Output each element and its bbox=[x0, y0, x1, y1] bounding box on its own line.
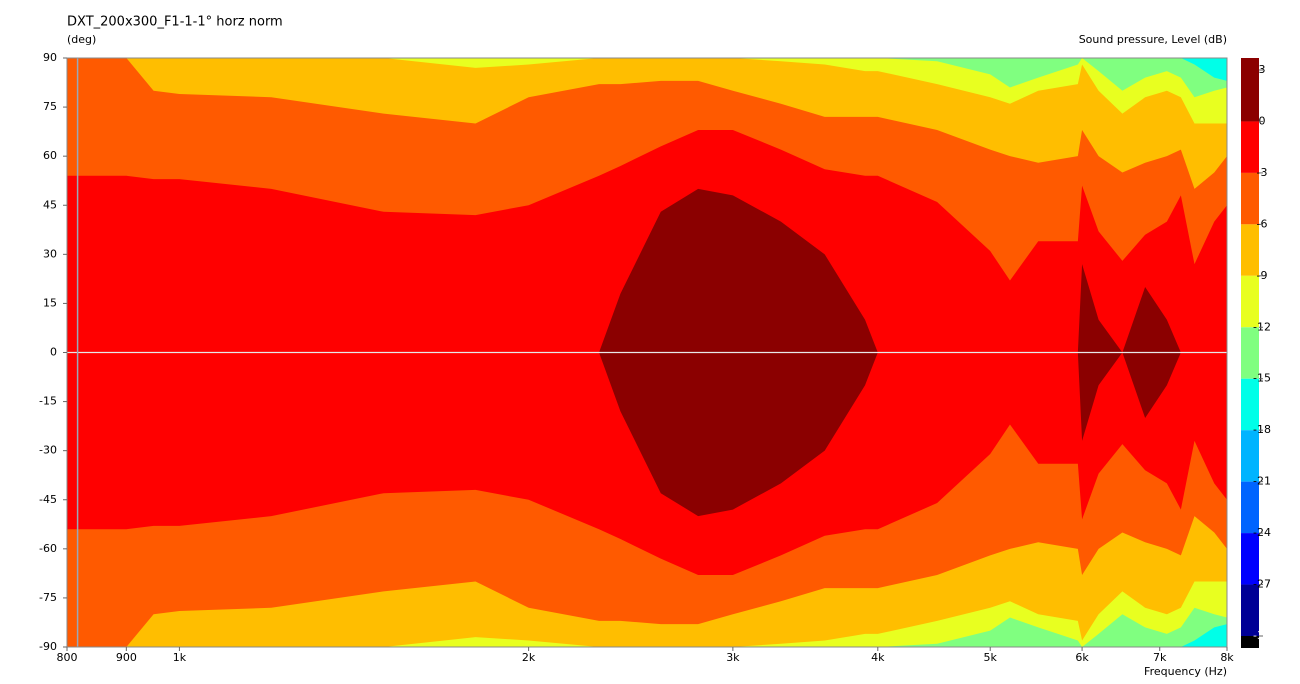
colorbar-swatch bbox=[1241, 275, 1259, 328]
x-tick-label: 5k bbox=[984, 651, 998, 664]
y-tick-label: 45 bbox=[43, 198, 57, 211]
colorbar-swatch bbox=[1241, 378, 1259, 431]
colorbar-cap bbox=[1241, 636, 1259, 648]
y-tick-label: 0 bbox=[50, 346, 57, 359]
colorbar-cap bbox=[1241, 58, 1259, 70]
y-tick-label: 30 bbox=[43, 247, 57, 260]
colorbar-swatch bbox=[1241, 327, 1259, 379]
x-tick-label: 800 bbox=[57, 651, 78, 664]
y-tick-label: 90 bbox=[43, 51, 57, 64]
colorbar-swatch bbox=[1241, 584, 1259, 636]
x-tick-label: 2k bbox=[522, 651, 536, 664]
x-tick-label: 1k bbox=[173, 651, 187, 664]
x-tick-label: 3k bbox=[726, 651, 740, 664]
x-axis-label: Frequency (Hz) bbox=[1144, 665, 1227, 678]
y-tick-label: 75 bbox=[43, 100, 57, 113]
colorbar-swatch bbox=[1241, 533, 1259, 585]
chart-title: DXT_200x300_F1-1-1° horz norm bbox=[67, 15, 283, 30]
colorbar-swatch bbox=[1241, 430, 1259, 482]
colorbar-swatch bbox=[1241, 224, 1259, 276]
y-tick-label: 60 bbox=[43, 149, 57, 162]
x-tick-label: 6k bbox=[1075, 651, 1089, 664]
x-tick-label: 8k bbox=[1220, 651, 1234, 664]
x-tick-label: 7k bbox=[1153, 651, 1167, 664]
colorbar-label: Sound pressure, Level (dB) bbox=[1079, 33, 1227, 46]
y-tick-label: 15 bbox=[43, 296, 57, 309]
x-tick-label: 4k bbox=[871, 651, 885, 664]
y-tick-label: -60 bbox=[39, 542, 57, 555]
y-tick-label: -15 bbox=[39, 395, 57, 408]
y-tick-label: -30 bbox=[39, 444, 57, 457]
y-axis-label: (deg) bbox=[67, 33, 96, 46]
y-tick-label: -90 bbox=[39, 640, 57, 653]
y-tick-label: -75 bbox=[39, 591, 57, 604]
y-tick-label: -45 bbox=[39, 493, 57, 506]
colorbar-swatch bbox=[1241, 481, 1259, 534]
colorbar-swatch bbox=[1241, 172, 1259, 225]
x-tick-label: 900 bbox=[116, 651, 137, 664]
colorbar-swatch bbox=[1241, 70, 1259, 122]
colorbar-swatch bbox=[1241, 121, 1259, 173]
